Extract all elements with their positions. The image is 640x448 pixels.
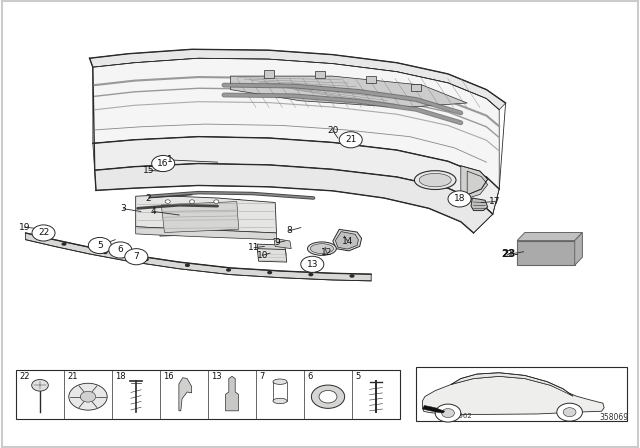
Circle shape	[339, 132, 362, 148]
Polygon shape	[26, 233, 371, 281]
Text: 18: 18	[454, 194, 465, 203]
Bar	[16, 370, 400, 419]
Text: 22: 22	[38, 228, 49, 237]
Circle shape	[557, 403, 582, 421]
Bar	[264, 70, 274, 78]
Ellipse shape	[308, 242, 337, 255]
Circle shape	[61, 242, 67, 246]
Text: 13: 13	[211, 372, 222, 381]
Circle shape	[102, 250, 108, 254]
Text: 8: 8	[287, 226, 292, 235]
Ellipse shape	[273, 398, 287, 404]
Circle shape	[226, 268, 231, 272]
Text: 7: 7	[259, 372, 264, 381]
Polygon shape	[93, 58, 499, 189]
Ellipse shape	[273, 379, 287, 384]
Text: 5: 5	[97, 241, 102, 250]
Circle shape	[165, 200, 170, 203]
Circle shape	[301, 256, 324, 272]
Ellipse shape	[415, 171, 456, 190]
Circle shape	[81, 392, 95, 402]
Polygon shape	[451, 373, 573, 396]
Text: 19: 19	[19, 223, 30, 232]
Polygon shape	[517, 241, 575, 265]
Circle shape	[32, 379, 49, 391]
Circle shape	[319, 390, 337, 403]
Polygon shape	[461, 166, 488, 200]
Polygon shape	[333, 229, 362, 251]
Text: 18: 18	[115, 372, 126, 381]
Text: 3: 3	[121, 204, 126, 213]
Text: 15: 15	[143, 166, 155, 175]
Bar	[366, 76, 376, 83]
Text: 17: 17	[489, 197, 500, 206]
Text: 1: 1	[167, 155, 172, 164]
Polygon shape	[90, 49, 506, 110]
Text: 23: 23	[502, 250, 513, 259]
Polygon shape	[274, 238, 291, 249]
Circle shape	[32, 225, 55, 241]
Circle shape	[308, 273, 314, 276]
Polygon shape	[257, 244, 286, 255]
Text: 11: 11	[248, 243, 260, 252]
Polygon shape	[422, 376, 604, 414]
Polygon shape	[136, 227, 276, 240]
Circle shape	[349, 274, 355, 278]
Text: 00032962: 00032962	[436, 413, 472, 419]
Text: 5: 5	[355, 372, 360, 381]
Circle shape	[267, 271, 272, 274]
Circle shape	[125, 249, 148, 265]
Text: 16: 16	[163, 372, 174, 381]
Circle shape	[152, 155, 175, 172]
Circle shape	[109, 242, 132, 258]
Circle shape	[435, 404, 461, 422]
Circle shape	[442, 409, 454, 418]
Text: 14: 14	[342, 237, 353, 246]
Circle shape	[88, 237, 111, 254]
Text: 10: 10	[257, 251, 268, 260]
Text: 21: 21	[345, 135, 356, 144]
Polygon shape	[422, 405, 445, 413]
Polygon shape	[136, 195, 276, 233]
Text: 6: 6	[118, 246, 123, 254]
Circle shape	[144, 258, 149, 261]
Circle shape	[189, 200, 195, 203]
Circle shape	[214, 200, 219, 203]
Bar	[416, 367, 627, 421]
Text: 16: 16	[157, 159, 169, 168]
Bar	[411, 84, 421, 91]
Polygon shape	[157, 199, 242, 236]
Text: 9: 9	[275, 238, 280, 247]
Polygon shape	[517, 233, 582, 241]
Circle shape	[68, 383, 107, 410]
Circle shape	[563, 408, 576, 417]
Polygon shape	[95, 164, 493, 233]
Polygon shape	[161, 202, 239, 233]
Polygon shape	[471, 198, 488, 211]
Text: 2: 2	[146, 194, 151, 202]
Text: 6: 6	[307, 372, 312, 381]
Text: 4: 4	[151, 207, 156, 216]
Text: 22: 22	[19, 372, 29, 381]
Ellipse shape	[310, 244, 333, 254]
Circle shape	[448, 191, 471, 207]
Polygon shape	[257, 249, 287, 262]
Bar	[315, 71, 325, 78]
Circle shape	[185, 263, 190, 267]
Text: 20: 20	[327, 126, 339, 135]
Polygon shape	[230, 76, 467, 108]
Text: 7: 7	[134, 252, 139, 261]
Polygon shape	[226, 376, 239, 411]
Text: 358069: 358069	[600, 413, 629, 422]
Text: 13: 13	[307, 260, 318, 269]
Text: 21: 21	[67, 372, 77, 381]
Text: 23: 23	[502, 249, 516, 258]
Polygon shape	[335, 232, 358, 249]
Polygon shape	[93, 137, 499, 214]
Ellipse shape	[419, 173, 451, 187]
Text: 12: 12	[321, 248, 332, 257]
Polygon shape	[575, 233, 582, 265]
Polygon shape	[179, 378, 192, 411]
Circle shape	[312, 385, 344, 409]
